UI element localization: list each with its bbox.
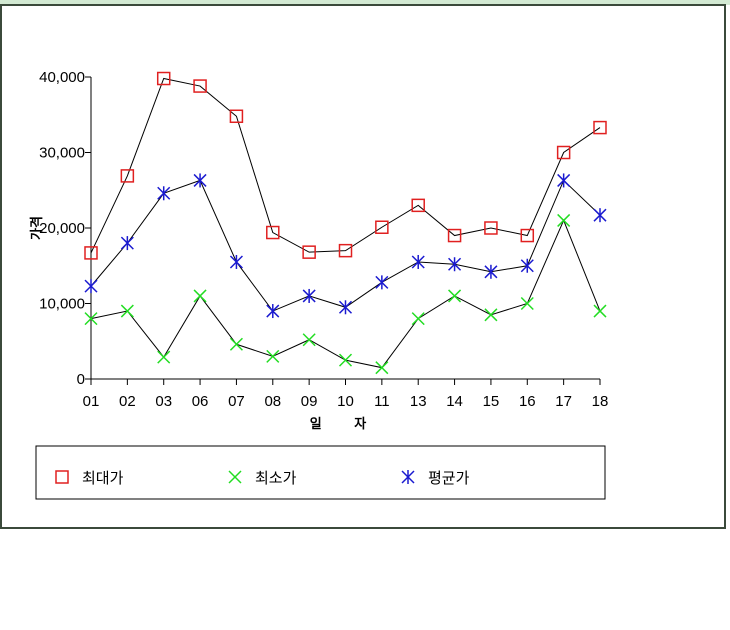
x-tick-label: 01 bbox=[83, 393, 100, 410]
data-point-series-1 bbox=[484, 308, 498, 322]
data-point-series-0 bbox=[338, 243, 353, 258]
y-ticks: 0 10,000 20,000 30,000 40,000 bbox=[39, 69, 91, 388]
series-markers bbox=[84, 71, 607, 375]
data-point-series-0 bbox=[520, 228, 535, 243]
x-tick-label: 10 bbox=[337, 393, 354, 410]
x-tick-label: 09 bbox=[301, 393, 318, 410]
legend-marker-0 bbox=[55, 470, 69, 484]
series-line-1 bbox=[90, 219, 601, 369]
data-point-series-1 bbox=[338, 353, 353, 367]
x-ticks: 01 02 03 06 07 08 09 10 11 13 14 15 16 17 18 bbox=[83, 379, 609, 410]
data-point-series-1 bbox=[302, 333, 316, 347]
y-tick-label: 10,000 bbox=[39, 296, 85, 313]
data-point-series-2 bbox=[411, 254, 425, 269]
x-tick-label: 17 bbox=[555, 393, 572, 410]
data-point-series-2 bbox=[448, 257, 462, 272]
series-line-2 bbox=[90, 179, 601, 312]
chart-frame bbox=[0, 4, 726, 529]
data-point-series-1 bbox=[84, 312, 98, 326]
data-point-series-1 bbox=[157, 350, 171, 364]
legend-box bbox=[35, 445, 606, 500]
legend-label-1: 최소가 bbox=[255, 469, 297, 487]
data-point-series-1 bbox=[193, 289, 207, 303]
series-line-0 bbox=[90, 77, 601, 254]
data-point-series-2 bbox=[375, 275, 389, 290]
x-tick-label: 18 bbox=[592, 393, 609, 410]
y-tick-label: 40,000 bbox=[39, 69, 85, 86]
x-tick-label: 16 bbox=[519, 393, 536, 410]
data-point-series-1 bbox=[120, 304, 134, 318]
data-point-series-2 bbox=[157, 186, 171, 201]
data-point-series-1 bbox=[375, 361, 389, 375]
x-tick-label: 07 bbox=[228, 393, 245, 410]
x-tick-label: 15 bbox=[483, 393, 500, 410]
data-point-series-0 bbox=[484, 221, 498, 235]
y-tick-label: 30,000 bbox=[39, 145, 85, 162]
x-tick-label: 03 bbox=[155, 393, 172, 410]
data-point-series-0 bbox=[156, 71, 171, 86]
data-point-series-1 bbox=[229, 337, 243, 351]
x-axis-label: 일 자 bbox=[310, 417, 380, 432]
y-tick-label: 0 bbox=[77, 371, 85, 388]
legend-label-0: 최대가 bbox=[82, 469, 124, 487]
data-point-series-0 bbox=[302, 245, 316, 259]
data-point-series-2 bbox=[302, 288, 316, 303]
data-point-series-2 bbox=[229, 254, 243, 269]
data-point-series-1 bbox=[557, 213, 571, 227]
data-point-series-1 bbox=[411, 312, 425, 326]
data-point-series-0 bbox=[411, 198, 425, 213]
data-point-series-1 bbox=[593, 304, 607, 318]
data-point-series-0 bbox=[229, 109, 244, 124]
axes bbox=[90, 77, 600, 380]
data-point-series-2 bbox=[266, 304, 280, 319]
data-point-series-0 bbox=[120, 169, 135, 183]
data-point-series-0 bbox=[266, 225, 280, 240]
legend: 최대가 최소가 평균가 bbox=[35, 445, 606, 500]
data-point-series-2 bbox=[484, 264, 498, 279]
data-point-series-0 bbox=[193, 79, 207, 93]
series-lines bbox=[90, 77, 601, 369]
data-point-series-0 bbox=[556, 145, 571, 160]
top-band bbox=[0, 0, 730, 5]
data-point-series-0 bbox=[593, 120, 607, 135]
x-tick-label: 02 bbox=[119, 393, 136, 410]
x-tick-label: 11 bbox=[374, 393, 390, 410]
data-point-series-2 bbox=[338, 300, 353, 315]
x-tick-label: 06 bbox=[192, 393, 209, 410]
legend-label-2: 평균가 bbox=[428, 469, 470, 487]
y-axis-label: 가격 bbox=[30, 216, 45, 240]
data-point-series-2 bbox=[520, 258, 534, 273]
data-point-series-1 bbox=[448, 289, 462, 303]
data-point-series-2 bbox=[593, 208, 607, 223]
data-point-series-0 bbox=[375, 220, 389, 234]
data-point-series-1 bbox=[520, 296, 534, 311]
data-point-series-2 bbox=[193, 173, 207, 188]
data-point-series-0 bbox=[447, 228, 462, 243]
data-point-series-2 bbox=[120, 236, 134, 251]
data-point-series-1 bbox=[266, 349, 280, 363]
x-tick-label: 14 bbox=[446, 393, 463, 410]
data-point-series-2 bbox=[557, 173, 571, 188]
data-point-series-0 bbox=[84, 246, 98, 260]
x-tick-label: 13 bbox=[410, 393, 427, 410]
data-point-series-2 bbox=[84, 279, 98, 294]
legend-marker-1 bbox=[228, 470, 242, 484]
x-tick-label: 08 bbox=[264, 393, 281, 410]
legend-marker-2 bbox=[401, 470, 415, 484]
y-tick-label: 20,000 bbox=[39, 220, 85, 237]
